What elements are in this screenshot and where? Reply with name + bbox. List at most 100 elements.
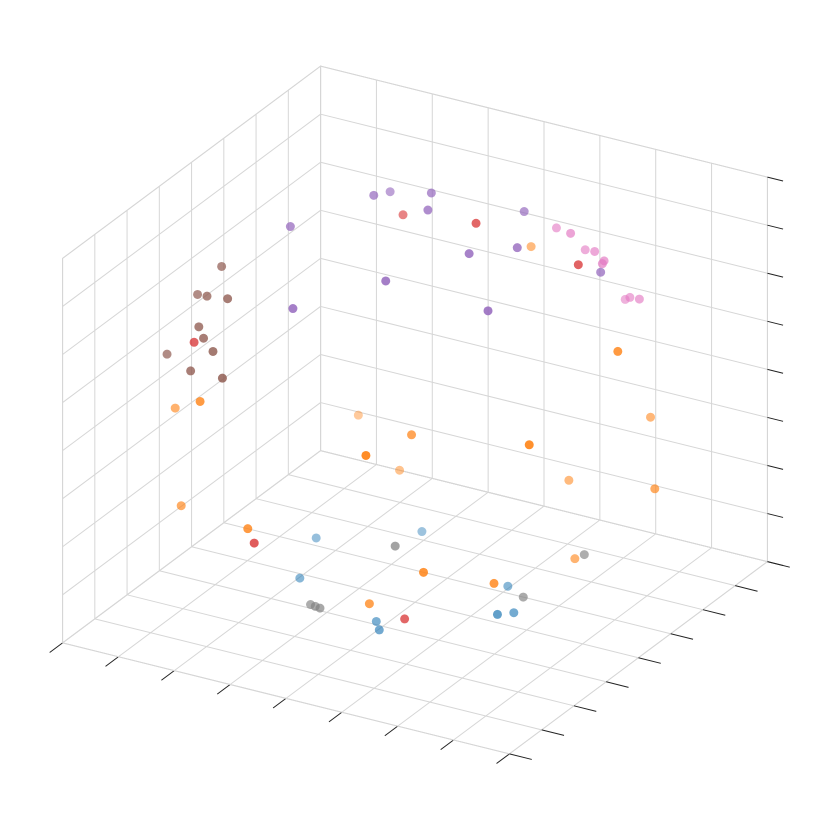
grid-line	[159, 570, 607, 683]
point	[650, 484, 660, 494]
point	[489, 578, 499, 588]
z-tick	[767, 176, 784, 182]
point	[518, 592, 528, 602]
point	[573, 260, 583, 270]
point	[295, 573, 305, 583]
point	[526, 242, 536, 252]
point	[634, 294, 644, 304]
point	[369, 190, 379, 200]
point	[596, 267, 606, 277]
point	[381, 276, 391, 286]
x-tick	[105, 656, 119, 667]
grid-line	[62, 354, 321, 548]
y-tick	[638, 657, 661, 664]
grid-line	[320, 257, 768, 370]
x-tick	[49, 642, 63, 653]
point	[519, 207, 529, 217]
point	[288, 304, 298, 314]
x-tick	[384, 725, 399, 737]
grid-line	[62, 209, 321, 403]
grid-line	[320, 65, 768, 178]
grid-line	[62, 257, 321, 452]
point	[426, 188, 436, 198]
point	[202, 291, 212, 301]
point	[189, 337, 199, 347]
grid-line	[320, 209, 768, 322]
point	[176, 501, 186, 511]
y-tick	[573, 705, 597, 712]
point	[395, 465, 405, 475]
z-tick	[767, 320, 784, 326]
point	[353, 410, 363, 420]
grid-line	[62, 402, 321, 596]
grid-line	[62, 113, 321, 307]
point	[417, 527, 427, 537]
grid-line	[320, 402, 768, 515]
x-tick	[496, 753, 510, 764]
point	[364, 599, 374, 609]
point	[464, 249, 474, 259]
grid-line	[191, 546, 639, 659]
point	[193, 289, 203, 299]
y-tick	[541, 729, 565, 736]
point	[223, 294, 233, 304]
x-tick	[328, 711, 343, 723]
point	[509, 608, 519, 618]
z-tick	[767, 561, 784, 566]
grid-line	[62, 642, 510, 755]
point	[170, 403, 180, 413]
grid-line	[126, 594, 575, 707]
point	[390, 541, 400, 551]
point	[483, 306, 493, 316]
x-tick	[161, 670, 175, 681]
point	[625, 292, 635, 302]
z-tick	[767, 465, 784, 470]
point	[419, 567, 429, 577]
point	[398, 210, 408, 220]
z-tick	[767, 224, 784, 230]
point	[186, 366, 196, 376]
point	[407, 430, 417, 440]
point	[249, 538, 259, 548]
z-tick	[767, 272, 784, 278]
point	[503, 581, 513, 591]
grid-line	[62, 161, 321, 355]
point	[597, 259, 607, 269]
point	[566, 228, 576, 238]
point	[194, 322, 204, 332]
point	[195, 396, 205, 406]
grid-line	[288, 474, 736, 587]
point	[217, 373, 227, 383]
z-tick	[767, 513, 784, 518]
grid-line	[320, 113, 768, 226]
point	[580, 245, 590, 255]
grid-line	[320, 450, 768, 563]
point	[551, 223, 561, 233]
point	[217, 261, 227, 271]
point	[243, 524, 253, 534]
y-tick	[606, 681, 629, 688]
point	[311, 533, 321, 543]
point	[285, 222, 295, 232]
point	[590, 246, 600, 256]
z-tick	[767, 416, 784, 422]
y-tick	[509, 753, 532, 760]
x-tick	[216, 684, 231, 695]
point	[361, 450, 371, 460]
point	[208, 346, 218, 356]
y-tick	[735, 585, 758, 592]
z-tick	[767, 368, 784, 374]
grid-line	[62, 450, 321, 644]
grid-line	[255, 498, 704, 611]
point	[471, 218, 481, 228]
point	[564, 475, 574, 485]
grid-line	[320, 305, 768, 418]
point	[613, 346, 623, 356]
grid-line	[320, 161, 768, 274]
point	[374, 625, 384, 635]
point	[315, 603, 325, 613]
point	[371, 616, 381, 626]
y-tick	[702, 609, 726, 616]
grid-line	[62, 306, 321, 500]
